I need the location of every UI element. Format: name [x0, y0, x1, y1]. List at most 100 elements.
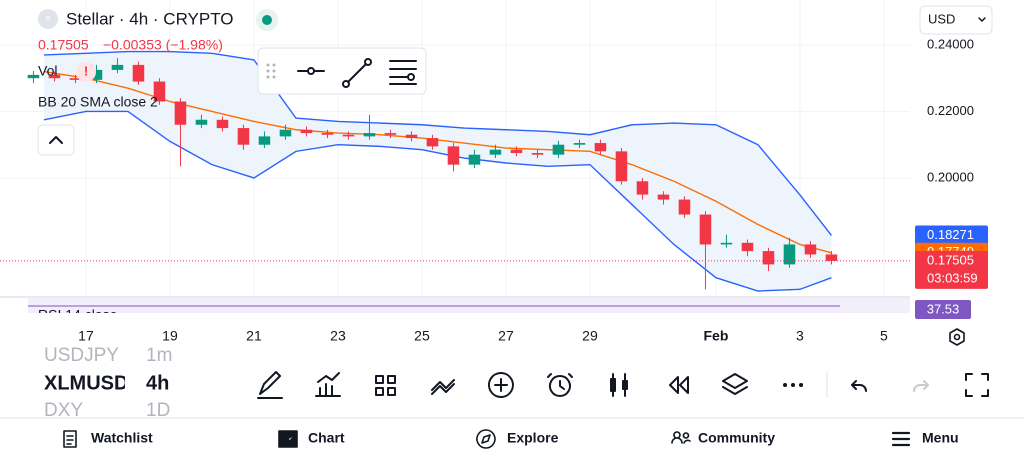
bb-upper [43, 50, 833, 236]
candle-body [426, 138, 439, 147]
bb-upper-label: 0.18271 [927, 227, 974, 242]
countdown: 03:03:59 [927, 270, 978, 285]
nav-item[interactable]: Menu [922, 430, 959, 446]
nav-item[interactable]: Watchlist [91, 430, 153, 446]
candle-body [174, 101, 187, 125]
candle-body [132, 64, 145, 82]
y-tick-label: 0.22000 [927, 103, 974, 118]
close-glyph: × [45, 13, 51, 25]
bb-label[interactable]: BB 20 SMA close 2 [38, 94, 158, 110]
candle-body [762, 251, 775, 265]
plot: 17 19 21 23 25 27 29 Feb 3 5 0.24000 0.22000 0.20000 [0, 0, 974, 344]
error-icon[interactable] [76, 62, 96, 82]
nav-item[interactable]: Chart [308, 430, 345, 446]
close-icon[interactable] [38, 9, 58, 29]
candle-body [216, 119, 229, 129]
rsi-title[interactable]: RSI 14 close [38, 307, 118, 323]
bb-fill [43, 51, 832, 292]
price-change: −0.00353 (−1.98%) [103, 37, 223, 53]
watchlist-icon [63, 430, 77, 448]
last-price-label: 0.17505 [927, 252, 974, 267]
y-tick-label: 0.20000 [927, 169, 974, 184]
compare-tool[interactable] [431, 379, 455, 395]
chart-icon [278, 430, 298, 448]
candle-body [48, 74, 61, 79]
candle-body [825, 254, 838, 261]
candle-body [804, 244, 817, 255]
bb-upper-label-box [915, 225, 988, 246]
volume-label[interactable]: Vol [38, 63, 57, 79]
candle-body [615, 151, 628, 182]
candle-body [342, 134, 355, 137]
nav-item[interactable]: Explore [507, 430, 559, 446]
currency-select[interactable] [919, 5, 993, 35]
redo [913, 380, 929, 392]
candle-body [636, 181, 649, 195]
symbol-title[interactable]: Stellar · 4h · CRYPTO [66, 9, 234, 28]
x-tick-label: 21 [246, 328, 262, 344]
candle-body [111, 64, 124, 70]
alert-tool[interactable] [547, 373, 573, 397]
x-tick-label: Feb [704, 328, 729, 344]
last-price: 0.17505 [38, 37, 89, 53]
horizontal-line-tool[interactable] [297, 67, 325, 75]
candle-body [69, 78, 82, 80]
symbol-option[interactable]: USDJPY [44, 345, 119, 366]
undo[interactable] [851, 380, 867, 392]
candle-body [741, 242, 754, 252]
interval-option[interactable]: 1D [146, 400, 170, 421]
draw-tool[interactable] [257, 371, 283, 399]
candle-body [783, 244, 796, 265]
fullscreen[interactable] [965, 373, 989, 397]
candle-body [720, 242, 733, 245]
drag-handle[interactable] [266, 63, 276, 79]
symbol-option[interactable]: DXY [44, 400, 83, 421]
layout-tool[interactable] [375, 375, 396, 396]
candle-body [447, 146, 460, 165]
candle-body [321, 133, 334, 135]
collapse-icon [49, 136, 63, 144]
layers-tool[interactable] [722, 373, 748, 395]
candle-body [678, 199, 691, 215]
candle-body [552, 144, 565, 155]
x-tick-label: 29 [582, 328, 598, 344]
rsi-value-box [915, 300, 971, 319]
x-tick-label: 23 [330, 328, 346, 344]
candle-body [153, 81, 166, 102]
settings-tool[interactable] [389, 60, 417, 85]
interval-current[interactable]: 4h [146, 372, 169, 394]
x-tick-label: 27 [498, 328, 514, 344]
candle-body [237, 128, 250, 145]
interval-option[interactable]: 1m [146, 345, 172, 366]
candle-body [489, 149, 502, 155]
x-tick-label: 25 [414, 328, 430, 344]
candle-body [384, 133, 397, 135]
y-tick-label: 0.24000 [927, 36, 974, 51]
collapse-button[interactable] [37, 124, 75, 156]
last-price-label-box [915, 250, 988, 289]
candle-body [573, 143, 586, 145]
bb-lower [43, 110, 832, 292]
indicators-tool[interactable] [315, 372, 341, 397]
candle-body [90, 69, 103, 80]
symbol-current[interactable]: XLMUSD [44, 372, 128, 394]
community-icon [671, 431, 691, 444]
x-tick-label: 3 [796, 328, 804, 344]
nav-item[interactable]: Community [698, 430, 775, 446]
drawing-toolbar [257, 47, 427, 95]
chart-type-tool[interactable] [610, 373, 628, 397]
trend-line-tool[interactable] [342, 58, 372, 88]
replay-tool[interactable] [669, 376, 689, 394]
candle-body [405, 134, 418, 139]
candle-body [468, 154, 481, 165]
add-tool[interactable] [487, 372, 514, 398]
candle-body [258, 136, 271, 145]
currency: USD [928, 11, 955, 26]
x-tick-label: 19 [162, 328, 178, 344]
x-tick-label: 17 [78, 328, 94, 344]
axis-settings[interactable] [949, 328, 965, 346]
market-status-dot [262, 15, 272, 25]
rsi-value: 37.53 [927, 301, 960, 316]
